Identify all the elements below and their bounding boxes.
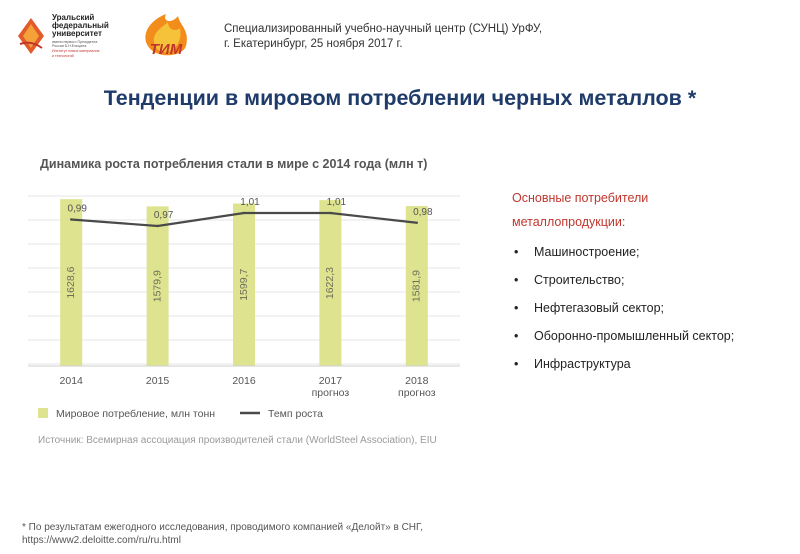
bar [319, 200, 342, 366]
legend-swatch-bar [38, 408, 48, 418]
page-title: Тенденции в мировом потреблении черных м… [103, 86, 697, 110]
bar-value-label: 1579,9 [151, 270, 163, 302]
consumers-title-line1: Основные потребители [512, 191, 649, 205]
bar [405, 206, 428, 366]
consumers-block: Основные потребители металлопродукции: М… [512, 186, 792, 378]
line-value-label: 0,97 [154, 210, 174, 221]
bar [146, 206, 169, 366]
bar-value-label: 1622,3 [324, 267, 336, 299]
bar-value-label: 1599,7 [238, 269, 250, 301]
tim-logo-icon: ТИМ [145, 14, 187, 58]
line-point [70, 218, 73, 221]
x-tick-label: 2017 [319, 375, 343, 387]
urfu-name-line: университет [52, 29, 102, 38]
urfu-institute-line: и технологий [52, 53, 74, 58]
line-value-label: 1,01 [240, 197, 260, 208]
x-tick-label: 2018 [405, 375, 429, 387]
x-tick-label: 2014 [60, 375, 84, 387]
urfu-name-line: Уральский [52, 13, 95, 22]
chart-source: Источник: Всемирная ассоциация производи… [38, 435, 437, 446]
footnote-text: * По результатам ежегодного исследования… [22, 522, 423, 533]
list-item: Строительство; [512, 266, 792, 294]
list-item: Нефтегазовый сектор; [512, 294, 792, 322]
footnote: * По результатам ежегодного исследования… [22, 521, 423, 547]
list-item: Инфраструктура [512, 350, 792, 378]
steel-consumption-chart: Динамика роста потребления стали в мире … [28, 150, 464, 450]
legend-label-line: Темп роста [268, 408, 323, 420]
consumers-list: Машиностроение; Строительство; Нефтегазо… [512, 238, 792, 378]
line-value-label: 1,01 [327, 197, 347, 208]
chart-title: Динамика роста потребления стали в мире … [40, 157, 427, 171]
list-item: Оборонно-промышленный сектор; [512, 322, 792, 350]
urfu-institute: Институт новых материалов и технологий [52, 49, 142, 57]
line-point [156, 224, 159, 228]
x-tick-label: 2016 [232, 375, 256, 387]
event-info-line2: г. Екатеринбург, 25 ноября 2017 г. [224, 38, 403, 50]
bar-value-label: 1581,9 [411, 270, 423, 302]
line-point [329, 211, 332, 215]
urfu-logo: Уральский федеральный университет имени … [14, 14, 134, 64]
urfu-subtitle-line: России Б.Н.Ельцина [52, 44, 87, 49]
x-tick-label: прогноз [398, 387, 436, 399]
line-point [242, 211, 246, 215]
event-info: Специализированный учебно-научный центр … [224, 22, 542, 52]
event-info-line1: Специализированный учебно-научный центр … [224, 23, 543, 35]
footnote-link: https://www2.deloitte.com/ru/ru.html [22, 535, 181, 546]
line-point [415, 221, 418, 224]
legend-label-bar: Мировое потребление, млн тонн [56, 408, 215, 420]
bar-value-label: 1628,6 [65, 266, 77, 298]
line-value-label: 0,98 [413, 207, 433, 218]
urfu-institute-line: Институт новых материалов [52, 49, 100, 54]
line-value-label: 0,99 [67, 204, 87, 215]
bar [233, 203, 255, 366]
urfu-subtitle-line: имени первого Президента [52, 40, 98, 44]
urfu-emblem-icon [18, 18, 44, 54]
chart-svg: Динамика роста потребления стали в мире … [28, 157, 460, 446]
bar [60, 199, 83, 366]
x-tick-label: 2015 [146, 375, 170, 387]
list-item: Машиностроение; [512, 238, 792, 266]
urfu-name-line: федеральный [52, 21, 109, 30]
consumers-title-line2: металлопродукции: [512, 215, 626, 229]
x-tick-label: прогноз [312, 387, 350, 399]
urfu-subtitle: имени первого Президента России Б.Н.Ельц… [52, 40, 142, 48]
tim-logo-text: ТИМ [150, 41, 183, 58]
